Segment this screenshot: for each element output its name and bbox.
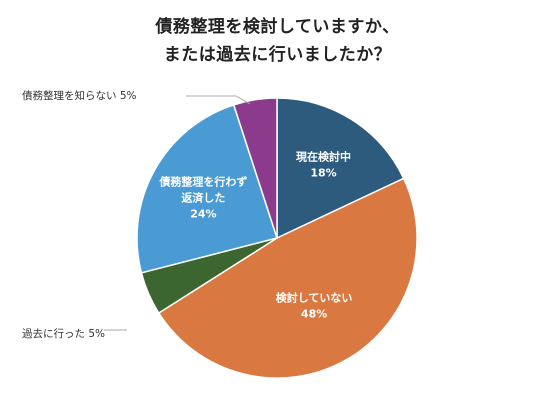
leader-line-5 [186,95,251,105]
slice-label-1-line-1: 現在検討中 [296,150,351,164]
pie-slice-2 [157,177,418,379]
slice-value-label-1: 18% [310,167,336,180]
slice-value-label-2: 48% [301,308,327,321]
slice-label-4-line-2: 返済した [181,191,225,205]
chart-title-line-1: 債務整理を検討していますか、 [155,17,400,37]
slice-label-4-line-1: 債務整理を行わず [158,175,247,189]
slice-label-2-line-1: 検討していない [276,291,353,305]
slice-label-3: 過去に行った 5% [22,327,105,340]
slice-value-label-4: 24% [190,208,216,221]
chart-title-line-2: または過去に行いましたか？ [163,45,392,65]
pie-slice-4 [136,103,278,274]
pie-slice-5 [232,97,278,239]
slice-label-5: 債務整理を知らない 5% [22,89,137,102]
pie-slice-1 [276,97,405,240]
